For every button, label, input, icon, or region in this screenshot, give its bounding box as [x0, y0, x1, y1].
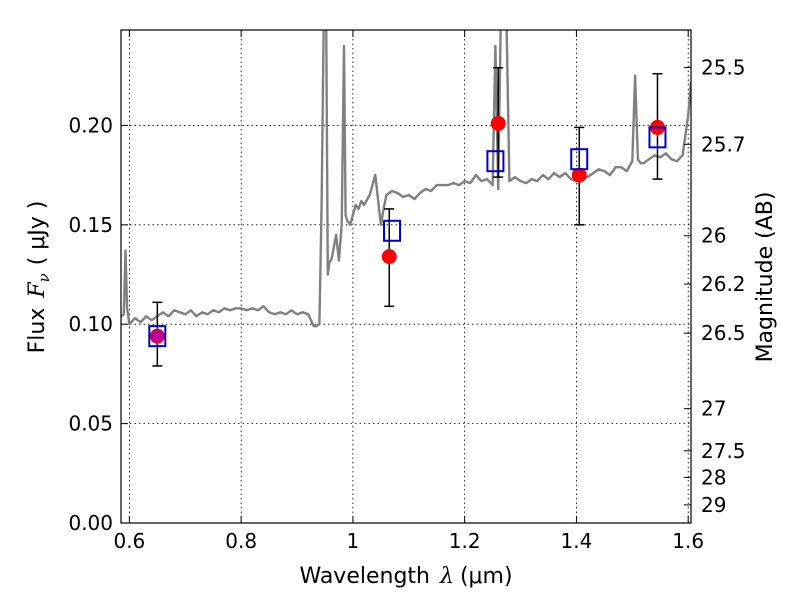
x-tick-label: 1.2 — [449, 529, 481, 553]
spectrum-layer — [121, 30, 691, 328]
y-tick-label: 0.00 — [68, 511, 113, 535]
x-tick-label: 1 — [347, 529, 360, 553]
x-axis-label-symbol: λ — [439, 564, 454, 589]
model-point — [383, 219, 402, 242]
spectrum-line — [121, 30, 691, 328]
right-tick-label: 25.5 — [701, 56, 746, 80]
model-point — [570, 148, 589, 171]
model-point — [486, 150, 505, 173]
overlap-point — [150, 329, 164, 343]
y-axis-label-unit: ( μJy ) — [25, 201, 50, 266]
right-tick-label: 25.7 — [701, 132, 746, 156]
right-tick-label: 27 — [701, 397, 726, 421]
y-tick-label: 0.05 — [68, 412, 113, 436]
right-tick-label: 26.2 — [701, 272, 746, 296]
right-tick-label: 28 — [701, 465, 726, 489]
x-tick-label: 1.6 — [672, 529, 704, 553]
y-axis-label-text: Flux — [25, 308, 50, 354]
plot-frame — [120, 29, 692, 524]
observed-point — [381, 249, 397, 265]
ticks: 0.6 0.8 1 1.2 1.4 1.6 0.00 0.05 0.10 0.15 0.20 25.5… — [68, 30, 746, 553]
model-point — [148, 325, 167, 348]
x-tick-label: 1.4 — [561, 529, 593, 553]
y-axis-label-symbol: F — [25, 282, 50, 299]
x-tick-label: 0.6 — [113, 529, 145, 553]
right-tick-label: 26.5 — [701, 321, 746, 345]
observed-point — [490, 115, 506, 131]
plot-background — [121, 30, 691, 523]
right-tick-label: 27.5 — [701, 439, 746, 463]
x-axis-label-unit: (μm) — [460, 564, 513, 589]
x-tick-label: 0.8 — [225, 529, 257, 553]
right-axis-label: Magnitude (AB) — [753, 192, 778, 363]
x-axis-label: Wavelength λ (μm) — [299, 564, 512, 589]
y-tick-label: 0.15 — [68, 213, 113, 237]
model-point — [648, 126, 667, 149]
y-tick-label: 0.10 — [68, 312, 113, 336]
points-layer — [148, 67, 667, 367]
y-axis-label-subscript: ν — [35, 273, 53, 282]
right-tick-label: 29 — [701, 493, 726, 517]
observed-point — [571, 167, 587, 183]
x-axis-label-text: Wavelength — [299, 564, 430, 589]
y-axis-label: Flux Fν ( μJy ) — [25, 201, 53, 354]
right-tick-label: 26 — [701, 224, 726, 248]
y-tick-label: 0.20 — [68, 113, 113, 137]
